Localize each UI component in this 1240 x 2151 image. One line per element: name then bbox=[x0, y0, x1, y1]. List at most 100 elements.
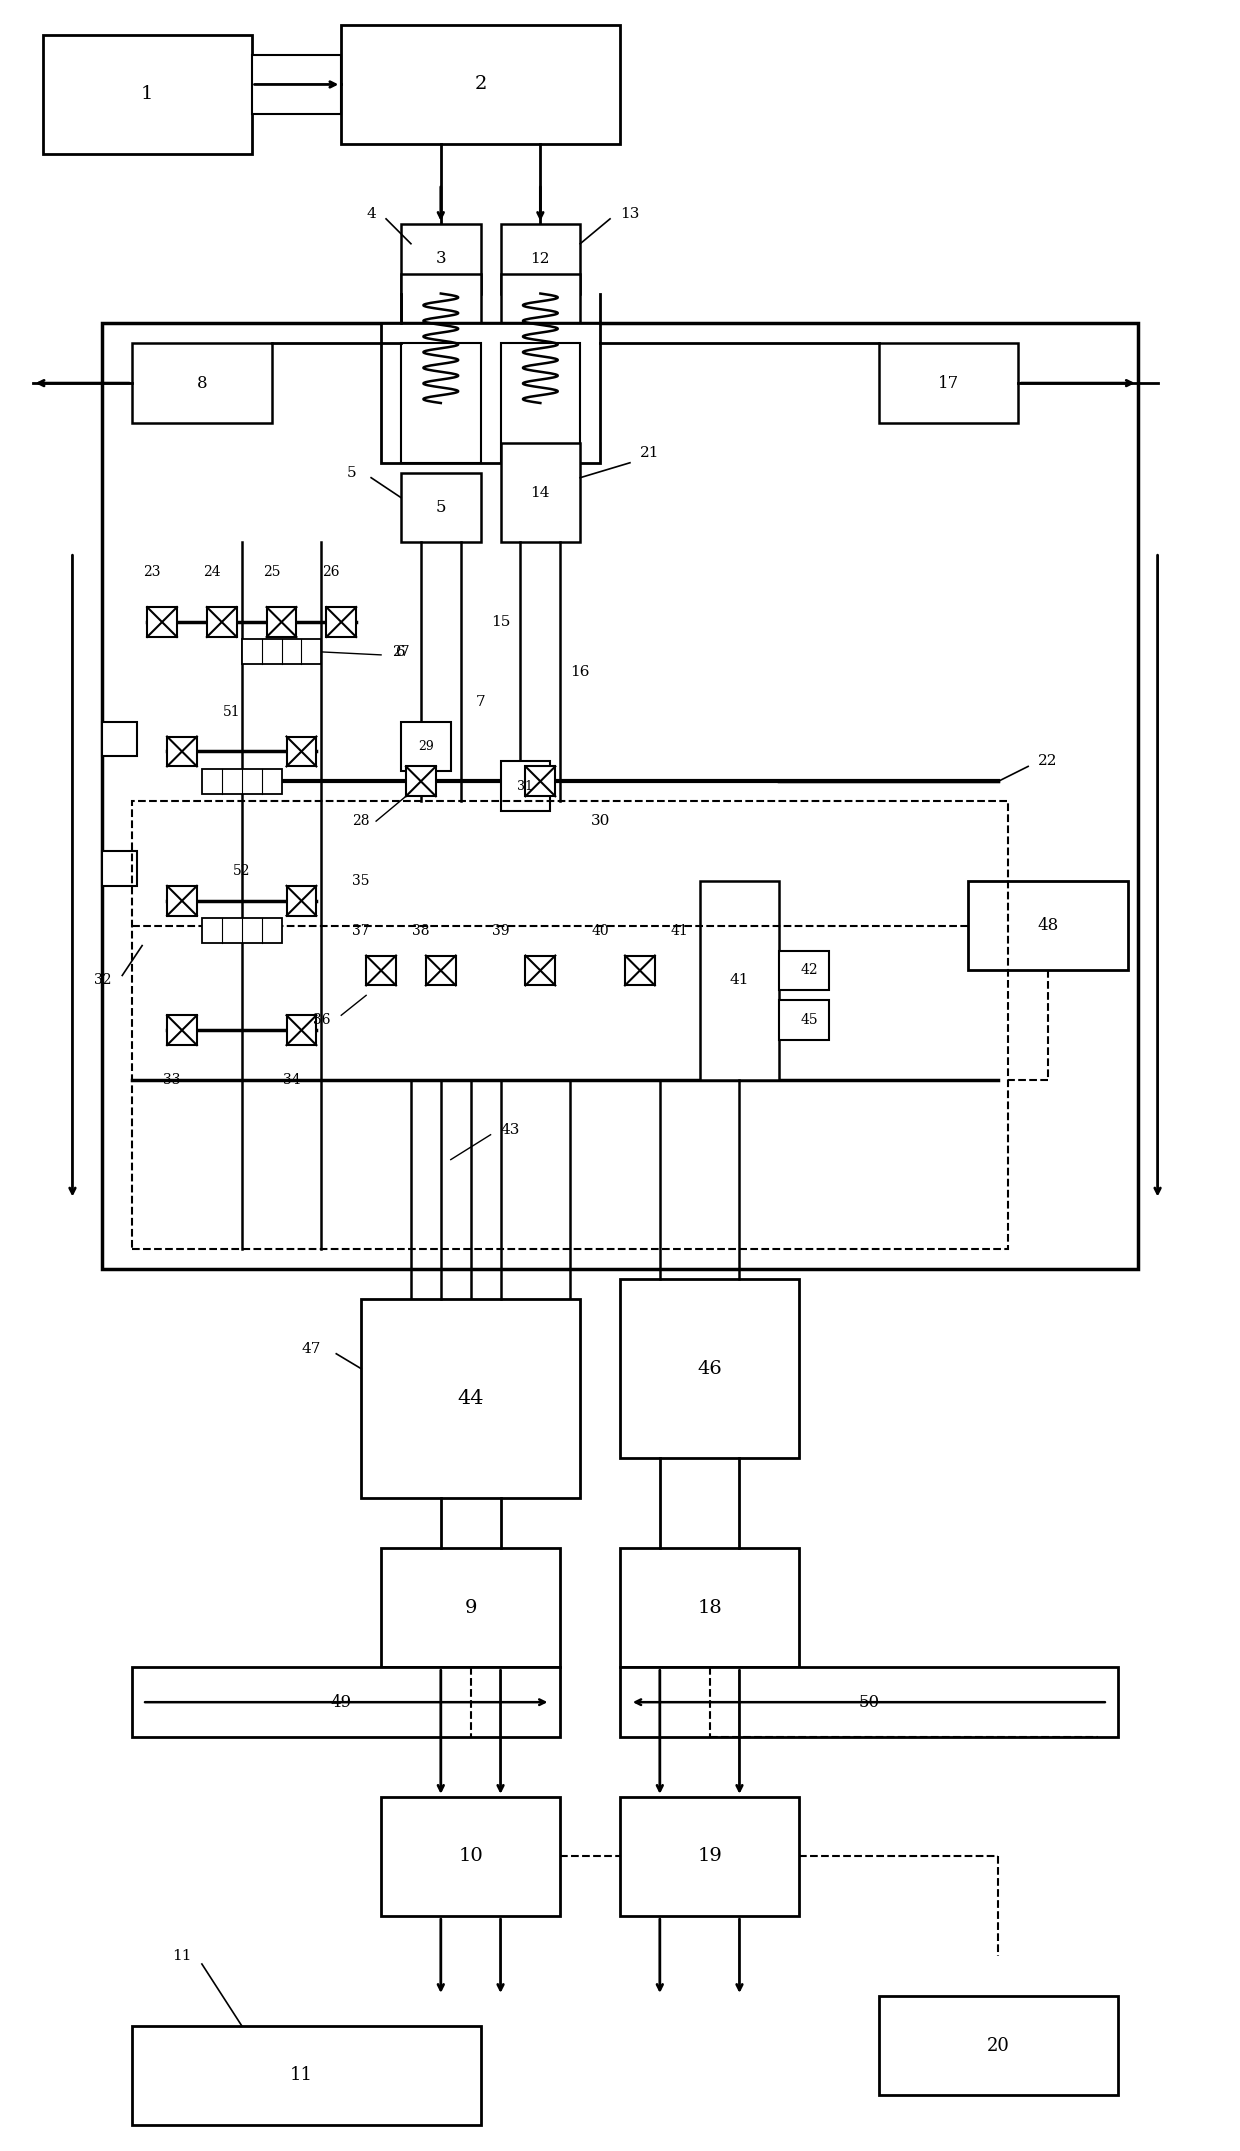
Bar bbox=[133, 800, 1008, 1250]
Bar bbox=[620, 1280, 800, 1458]
Bar bbox=[267, 607, 296, 637]
Bar bbox=[501, 344, 580, 462]
Text: 28: 28 bbox=[352, 813, 370, 828]
Text: 3: 3 bbox=[435, 250, 446, 267]
Text: 38: 38 bbox=[412, 923, 429, 938]
Bar bbox=[242, 639, 321, 665]
Text: 48: 48 bbox=[1038, 916, 1059, 934]
Text: 31: 31 bbox=[517, 781, 533, 794]
Text: 41: 41 bbox=[671, 923, 688, 938]
Bar bbox=[133, 1667, 560, 1738]
Text: 9: 9 bbox=[465, 1598, 477, 1618]
Text: 49: 49 bbox=[331, 1693, 352, 1710]
Bar bbox=[425, 955, 456, 985]
Bar bbox=[968, 882, 1127, 970]
Bar bbox=[381, 323, 600, 462]
Text: 45: 45 bbox=[800, 1013, 818, 1028]
Text: 37: 37 bbox=[352, 923, 370, 938]
Bar bbox=[501, 224, 580, 293]
Text: 18: 18 bbox=[697, 1598, 722, 1618]
Text: 1: 1 bbox=[141, 86, 154, 103]
Bar bbox=[252, 54, 341, 114]
Bar bbox=[286, 886, 316, 916]
Bar bbox=[341, 24, 620, 144]
Bar bbox=[620, 1549, 800, 1667]
Text: 23: 23 bbox=[144, 566, 161, 579]
Text: 33: 33 bbox=[164, 1073, 181, 1086]
Text: 41: 41 bbox=[729, 974, 749, 987]
Text: 6: 6 bbox=[396, 645, 405, 658]
Text: 22: 22 bbox=[1038, 755, 1058, 768]
Bar bbox=[103, 852, 138, 886]
Bar bbox=[103, 323, 1137, 1269]
Text: 39: 39 bbox=[492, 923, 510, 938]
Bar bbox=[401, 721, 451, 772]
Text: 52: 52 bbox=[233, 865, 250, 878]
Bar bbox=[620, 1796, 800, 1917]
Text: 21: 21 bbox=[640, 445, 660, 460]
Bar bbox=[202, 918, 281, 942]
Text: 2: 2 bbox=[475, 75, 487, 92]
Text: 32: 32 bbox=[93, 974, 112, 987]
Text: 11: 11 bbox=[172, 1949, 192, 1964]
Text: 4: 4 bbox=[366, 206, 376, 222]
Text: 19: 19 bbox=[697, 1848, 722, 1865]
Bar bbox=[167, 886, 197, 916]
Text: 5: 5 bbox=[435, 499, 446, 516]
Bar bbox=[207, 607, 237, 637]
Bar bbox=[366, 955, 396, 985]
Text: 13: 13 bbox=[620, 206, 640, 222]
Text: 46: 46 bbox=[697, 1359, 722, 1377]
Bar bbox=[501, 443, 580, 542]
Bar bbox=[167, 736, 197, 766]
Text: 26: 26 bbox=[322, 566, 340, 579]
Bar bbox=[401, 224, 481, 293]
Text: 42: 42 bbox=[800, 964, 818, 977]
Text: 50: 50 bbox=[858, 1693, 879, 1710]
Bar bbox=[148, 607, 177, 637]
Text: 34: 34 bbox=[283, 1073, 300, 1086]
Text: 20: 20 bbox=[987, 2037, 1009, 2054]
Bar bbox=[401, 273, 481, 323]
Bar bbox=[381, 1549, 560, 1667]
Bar bbox=[526, 955, 556, 985]
Text: 17: 17 bbox=[937, 374, 960, 391]
Bar bbox=[625, 955, 655, 985]
Bar bbox=[103, 721, 138, 757]
Text: 43: 43 bbox=[501, 1123, 521, 1136]
Bar bbox=[526, 766, 556, 796]
Bar bbox=[620, 1667, 1117, 1738]
Text: 40: 40 bbox=[591, 923, 609, 938]
Text: 47: 47 bbox=[301, 1342, 321, 1355]
Text: 7: 7 bbox=[476, 695, 485, 708]
Text: 35: 35 bbox=[352, 873, 370, 888]
Text: 11: 11 bbox=[290, 2067, 312, 2084]
Text: 16: 16 bbox=[570, 665, 590, 680]
Bar bbox=[879, 344, 1018, 424]
Bar bbox=[699, 882, 779, 1080]
Bar bbox=[326, 607, 356, 637]
Text: 12: 12 bbox=[531, 252, 551, 267]
Text: 5: 5 bbox=[346, 467, 356, 480]
Bar bbox=[501, 273, 580, 323]
Text: 10: 10 bbox=[459, 1848, 484, 1865]
Bar bbox=[401, 344, 481, 462]
Text: 15: 15 bbox=[491, 615, 510, 628]
Text: 30: 30 bbox=[590, 813, 610, 828]
Bar bbox=[167, 1015, 197, 1045]
Bar bbox=[133, 344, 272, 424]
Bar bbox=[779, 1000, 830, 1041]
Bar bbox=[133, 2026, 481, 2125]
Text: 44: 44 bbox=[458, 1390, 484, 1409]
Bar bbox=[401, 473, 481, 542]
Text: 24: 24 bbox=[203, 566, 221, 579]
Bar bbox=[501, 761, 551, 811]
Bar bbox=[381, 1796, 560, 1917]
Text: 8: 8 bbox=[197, 374, 207, 391]
Text: 27: 27 bbox=[392, 645, 409, 658]
Bar bbox=[405, 766, 435, 796]
Bar bbox=[286, 1015, 316, 1045]
Text: 25: 25 bbox=[263, 566, 280, 579]
Bar bbox=[779, 951, 830, 989]
Text: 14: 14 bbox=[531, 486, 551, 499]
